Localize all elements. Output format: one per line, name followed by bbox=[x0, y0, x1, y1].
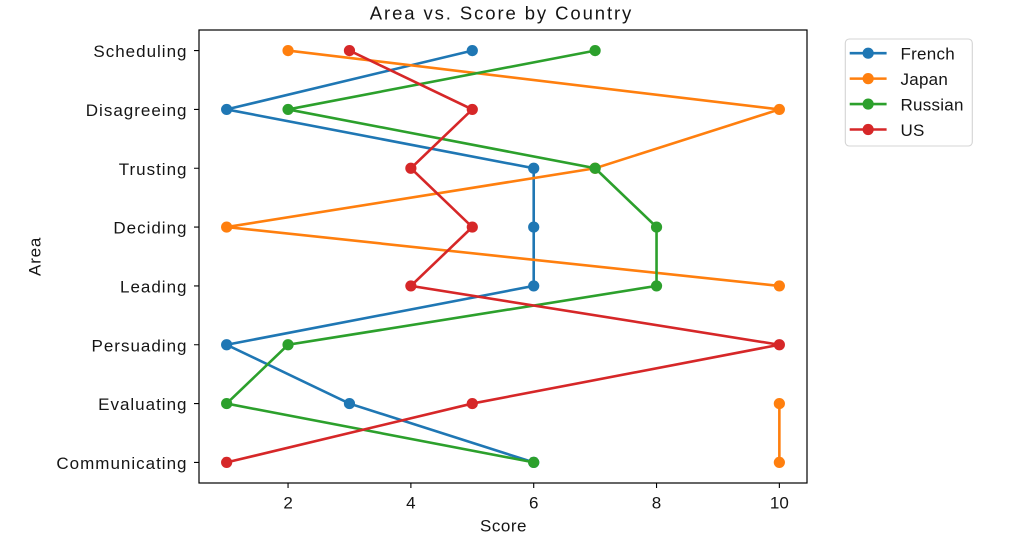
svg-text:Disagreeing: Disagreeing bbox=[86, 101, 188, 120]
svg-text:Scheduling: Scheduling bbox=[93, 42, 187, 61]
svg-text:French: French bbox=[901, 45, 955, 64]
svg-text:Evaluating: Evaluating bbox=[98, 395, 187, 414]
svg-text:Persuading: Persuading bbox=[91, 336, 187, 355]
svg-text:Trusting: Trusting bbox=[119, 160, 188, 179]
svg-text:Japan: Japan bbox=[901, 70, 949, 89]
svg-text:6: 6 bbox=[529, 494, 538, 513]
svg-text:US: US bbox=[901, 121, 925, 140]
svg-text:Area: Area bbox=[26, 237, 45, 276]
svg-text:8: 8 bbox=[652, 494, 661, 513]
svg-text:2: 2 bbox=[283, 494, 292, 513]
svg-text:Leading: Leading bbox=[120, 278, 188, 297]
svg-text:10: 10 bbox=[770, 494, 789, 513]
svg-text:Russian: Russian bbox=[901, 95, 964, 114]
svg-text:Communicating: Communicating bbox=[56, 454, 187, 473]
svg-text:Area vs. Score by Country: Area vs. Score by Country bbox=[370, 2, 633, 23]
svg-text:4: 4 bbox=[406, 494, 415, 513]
svg-text:Score: Score bbox=[480, 516, 527, 535]
svg-text:Deciding: Deciding bbox=[113, 219, 187, 238]
